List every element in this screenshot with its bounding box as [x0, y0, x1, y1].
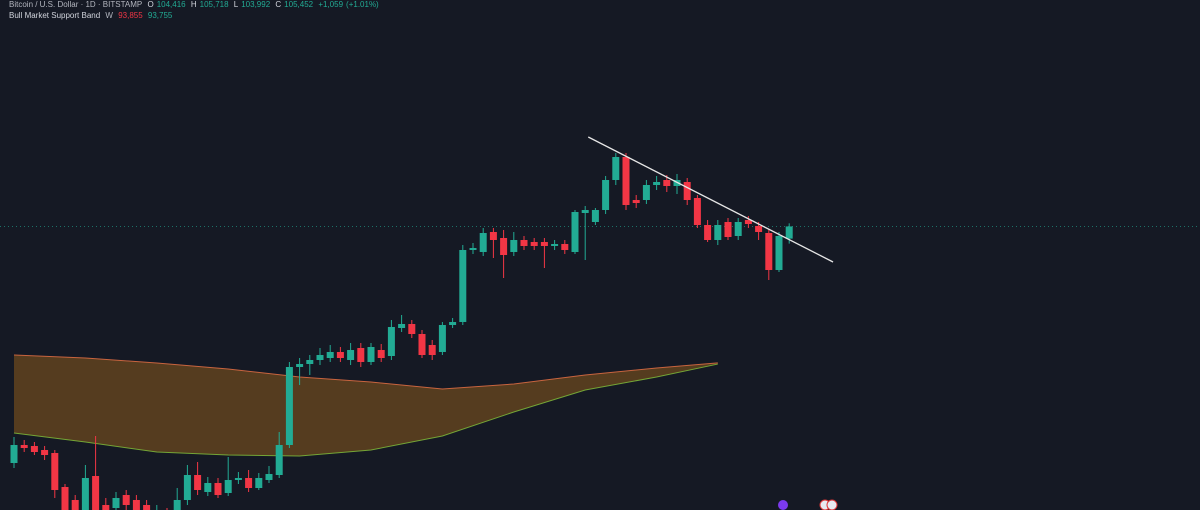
- candle-body: [265, 474, 273, 480]
- candle-body: [255, 478, 263, 488]
- candle-body: [92, 476, 100, 510]
- candle-body: [469, 248, 477, 250]
- candle-body: [51, 453, 59, 490]
- candle-body: [744, 220, 752, 224]
- candle-body: [204, 483, 212, 492]
- candle-body: [530, 242, 538, 246]
- candle-body: [765, 233, 773, 270]
- candle-body: [132, 500, 140, 510]
- candle-body: [61, 487, 69, 510]
- candle-body: [571, 212, 579, 252]
- candle-body: [357, 348, 365, 362]
- value: 103,992: [241, 0, 271, 9]
- candle-body: [775, 236, 783, 270]
- band-sma-line: [13, 354, 718, 390]
- change-pct: (+1.01%): [346, 0, 379, 9]
- candle-body: [143, 505, 151, 510]
- candle-body: [347, 350, 355, 360]
- candle-body: [663, 180, 671, 186]
- candle-body: [693, 198, 701, 225]
- candle-body: [704, 225, 712, 240]
- candle-body: [459, 250, 467, 322]
- sma-value: 93,855: [118, 11, 143, 20]
- band-fill: [14, 355, 718, 456]
- candle-body: [102, 505, 110, 510]
- candle-body: [724, 222, 732, 237]
- candle-body: [551, 244, 559, 246]
- candle-body: [581, 210, 589, 213]
- candle-body: [683, 182, 691, 200]
- indicator-name: Bull Market Support Band: [9, 11, 101, 20]
- candle-body: [275, 445, 283, 475]
- candle-body: [214, 483, 222, 495]
- ema-value: 93,755: [147, 11, 173, 20]
- candle-body: [622, 157, 630, 205]
- candle-body: [428, 345, 436, 355]
- candle-body: [602, 180, 610, 210]
- candle-body: [449, 322, 457, 325]
- candle-body: [653, 182, 661, 185]
- candle-body: [500, 238, 508, 255]
- value: 105,452: [284, 0, 314, 9]
- change: +1,059: [318, 0, 344, 9]
- candle-body: [510, 240, 518, 252]
- candle-body: [367, 347, 375, 362]
- candle-body: [387, 327, 395, 356]
- candle-body: [81, 478, 89, 510]
- value: 104,416: [156, 0, 186, 9]
- candle-body: [785, 226, 793, 239]
- candle-body: [591, 210, 599, 222]
- candle-body: [714, 225, 722, 240]
- candle-body: [632, 200, 640, 203]
- candle-body: [30, 446, 38, 452]
- candle-body: [224, 480, 232, 493]
- value: 105,718: [199, 0, 229, 9]
- candle-body: [316, 355, 324, 360]
- candle-body: [234, 478, 242, 480]
- candle-body: [377, 350, 385, 358]
- candle-body: [520, 240, 528, 246]
- candle-body: [408, 324, 416, 334]
- candle-body: [398, 324, 406, 328]
- key: O: [147, 0, 154, 9]
- trendline: [587, 136, 834, 263]
- interval: W: [105, 11, 113, 20]
- key: C: [275, 0, 282, 9]
- candle-body: [10, 445, 18, 463]
- candle-body: [326, 352, 334, 358]
- candle-body: [306, 360, 314, 364]
- candle-body: [479, 233, 487, 252]
- candle-body: [112, 498, 120, 508]
- candle-body: [540, 242, 548, 246]
- candle-body: [489, 232, 497, 240]
- indicator-legend: Bull Market Support Band W 93,855 93,755: [9, 11, 175, 21]
- candle-body: [20, 445, 28, 448]
- candle-body: [285, 367, 293, 445]
- candle-body: [418, 334, 426, 355]
- candle-body: [183, 475, 191, 500]
- candle-body: [245, 478, 253, 488]
- candle-body: [336, 352, 344, 358]
- band-ema-line: [13, 363, 718, 457]
- candle-body: [296, 364, 304, 367]
- candle-body: [71, 500, 79, 510]
- candle-body: [642, 185, 650, 200]
- candle-body: [734, 222, 742, 236]
- key: H: [190, 0, 197, 9]
- candle-body: [194, 475, 202, 490]
- symbol: Bitcoin / U.S. Dollar · 1D · BITSTAMP: [9, 0, 143, 9]
- candle-body: [561, 244, 569, 250]
- candle-body: [173, 500, 181, 510]
- candle-body: [612, 157, 620, 180]
- candle-body: [755, 226, 763, 232]
- candle-body: [41, 450, 49, 455]
- candle-body: [438, 325, 446, 352]
- candle-body: [122, 495, 130, 505]
- key: L: [233, 0, 239, 9]
